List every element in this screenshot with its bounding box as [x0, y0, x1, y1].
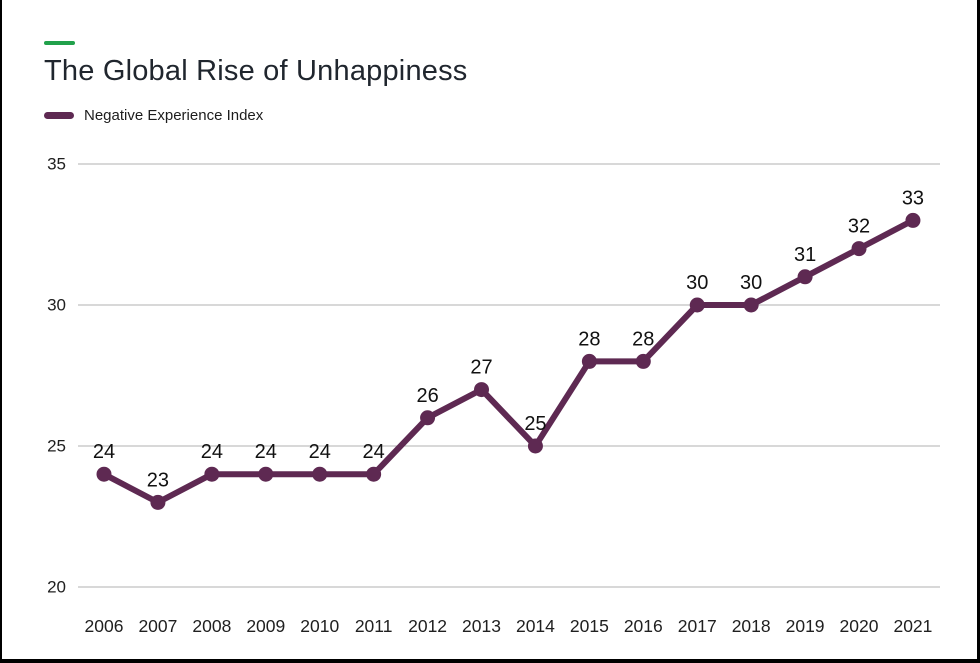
x-tick-label: 2013: [462, 616, 501, 636]
x-tick-label: 2014: [516, 616, 555, 636]
data-label: 27: [470, 357, 492, 379]
x-tick-label: 2015: [570, 616, 609, 636]
data-label: 24: [93, 441, 115, 463]
data-label: 24: [363, 441, 385, 463]
x-tick-label: 2008: [192, 616, 231, 636]
data-label: 25: [524, 413, 546, 435]
data-point: [312, 466, 328, 482]
data-label: 32: [848, 216, 870, 238]
x-tick-label: 2020: [840, 616, 879, 636]
data-point: [581, 353, 597, 369]
y-tick-label: 35: [47, 155, 66, 174]
data-label: 28: [578, 328, 600, 350]
series-line: [101, 217, 916, 506]
data-point: [851, 241, 867, 257]
x-tick-label: 2006: [85, 616, 124, 636]
x-tick-label: 2016: [624, 616, 663, 636]
frame-edge-bottom: [0, 659, 980, 663]
data-label: 33: [902, 187, 924, 209]
data-label: 23: [147, 469, 169, 491]
data-point: [366, 466, 382, 482]
data-point: [258, 466, 274, 482]
data-label: 30: [686, 272, 708, 294]
legend-swatch: [44, 111, 74, 119]
data-label: 28: [632, 328, 654, 350]
data-label: 24: [309, 441, 331, 463]
frame-edge-right: [977, 0, 980, 663]
data-point: [204, 466, 220, 482]
data-point: [420, 410, 436, 426]
data-point: [527, 438, 543, 454]
data-point: [797, 269, 813, 285]
y-tick-label: 30: [47, 296, 66, 315]
legend-label: Negative Experience Index: [84, 106, 264, 124]
data-point: [743, 297, 759, 313]
x-tick-label: 2010: [300, 616, 339, 636]
data-label: 24: [201, 441, 223, 463]
y-tick-label: 20: [47, 578, 66, 597]
accent-dash: [44, 41, 75, 45]
legend: Negative Experience Index: [44, 106, 263, 124]
x-tick-label: 2007: [138, 616, 177, 636]
x-tick-label: 2011: [355, 616, 393, 636]
x-tick-label: 2009: [246, 616, 285, 636]
data-label: 30: [740, 272, 762, 294]
data-point: [689, 297, 705, 313]
frame-edge-left: [0, 0, 2, 663]
y-tick-label: 25: [47, 437, 66, 456]
data-label: 26: [416, 385, 438, 407]
x-tick-label: 2017: [678, 616, 717, 636]
data-point: [905, 212, 921, 228]
data-label: 24: [255, 441, 277, 463]
data-point: [474, 382, 490, 398]
data-label: 31: [794, 244, 816, 266]
page-title: The Global Rise of Unhappiness: [44, 55, 468, 87]
data-point: [150, 494, 166, 510]
x-tick-label: 2019: [786, 616, 825, 636]
data-point: [635, 353, 651, 369]
data-point: [96, 466, 112, 482]
x-tick-label: 2018: [732, 616, 771, 636]
x-tick-label: 2012: [408, 616, 447, 636]
x-tick-label: 2021: [893, 616, 932, 636]
